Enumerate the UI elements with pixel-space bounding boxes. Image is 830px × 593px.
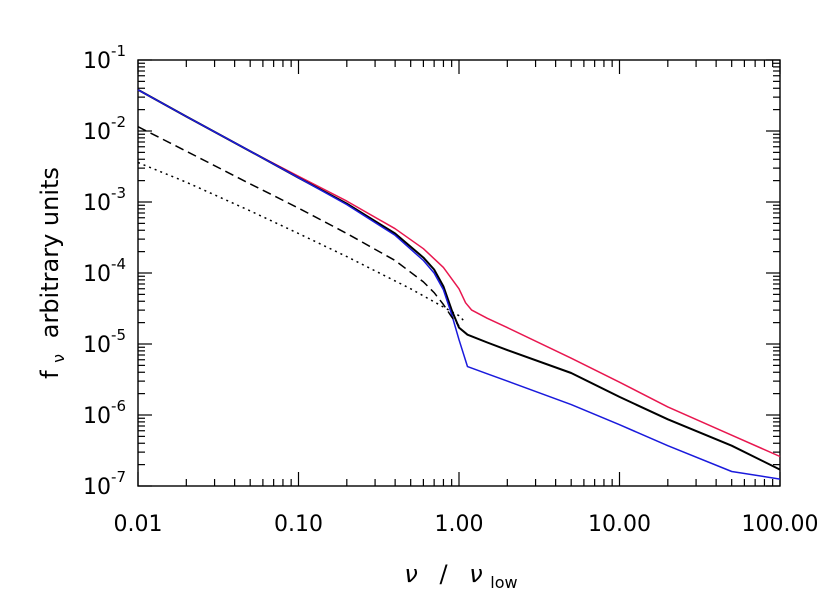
x-tick-labels: 0.01 0.10 1.00 10.00 100.00	[114, 512, 819, 537]
y-tick-label: 10-5	[83, 326, 126, 358]
y-tick-label: 10-3	[83, 184, 126, 216]
x-tick-label: 100.00	[742, 512, 819, 537]
y-tick-label: 10-4	[83, 255, 126, 287]
series-line-3	[137, 89, 781, 480]
series-line-5	[137, 161, 467, 324]
x-axis-separator: /	[439, 560, 448, 588]
ticks	[137, 59, 781, 487]
series-line-2	[137, 88, 781, 471]
x-tick-label: 0.10	[274, 512, 323, 537]
series-group	[137, 88, 781, 480]
y-axis-label: f ν arbitrary units	[36, 167, 70, 379]
y-axis-symbol: f	[36, 370, 64, 379]
y-tick-label: 10-7	[83, 468, 126, 500]
x-axis-subscript: low	[490, 573, 517, 592]
y-tick-labels: 10-1 10-2 10-3 10-4 10-5 10-6 10-7	[83, 42, 126, 500]
plot-frame	[137, 59, 781, 487]
y-axis-text: arbitrary units	[36, 167, 64, 338]
series-line-4	[137, 126, 460, 327]
x-axis-label: ν / ν low	[404, 560, 517, 592]
y-tick-label: 10-2	[83, 113, 126, 145]
x-tick-label: 0.01	[114, 512, 163, 537]
y-tick-label: 10-1	[83, 42, 126, 74]
y-axis-subscript: ν	[49, 354, 68, 363]
x-tick-label: 10.00	[588, 512, 651, 537]
x-axis-ref-symbol: ν	[469, 560, 482, 588]
y-tick-label: 10-6	[83, 397, 126, 429]
series-line-1	[137, 89, 781, 458]
x-tick-label: 1.00	[435, 512, 484, 537]
x-axis-symbol: ν	[404, 560, 417, 588]
